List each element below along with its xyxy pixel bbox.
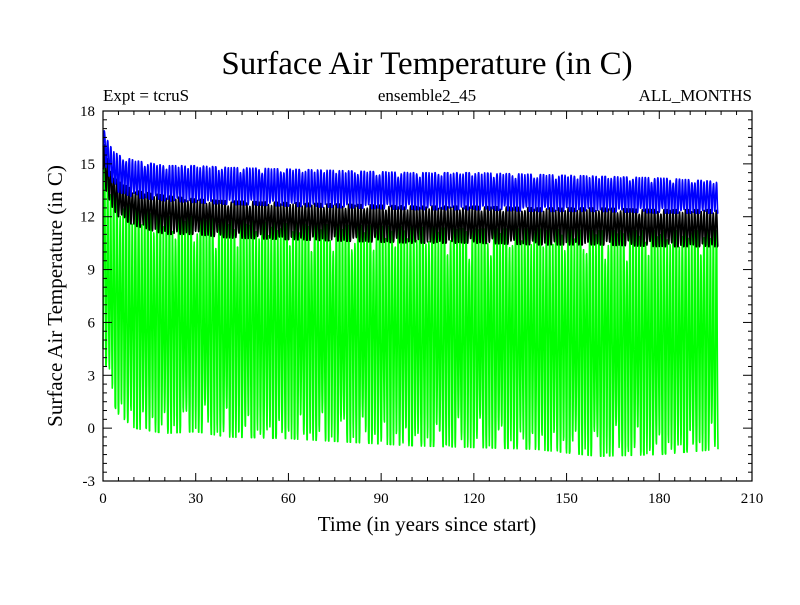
series-line-2 [102,143,719,248]
x-tick-label: 180 [648,491,671,507]
x-tick-label: 90 [374,491,389,507]
plot-area [102,130,719,458]
y-tick-label: 6 [88,315,96,331]
x-tick-label: 0 [99,491,107,507]
x-tick-label: 210 [741,491,764,507]
y-tick-label: 15 [80,157,95,173]
chart-subtitle-center: ensemble2_45 [378,86,476,105]
y-tick-label: 18 [80,104,95,120]
x-tick-label: 150 [555,491,578,507]
x-axis-label: Time (in years since start) [318,512,537,536]
x-tick-label: 120 [463,491,486,507]
y-tick-label: 12 [80,210,95,226]
x-tick-label: 30 [188,491,203,507]
y-axis-label: Surface Air Temperature (in C) [43,165,67,427]
series-line-3 [102,130,719,214]
chart-subtitle-right: ALL_MONTHS [639,86,752,105]
chart-title: Surface Air Temperature (in C) [221,46,632,82]
chart-subtitle-left: Expt = tcruS [103,86,189,105]
y-tick-label: 9 [88,263,96,279]
y-tick-label: -3 [83,474,96,490]
y-tick-label: 0 [88,421,96,437]
x-tick-label: 60 [281,491,296,507]
y-tick-label: 3 [88,368,96,384]
